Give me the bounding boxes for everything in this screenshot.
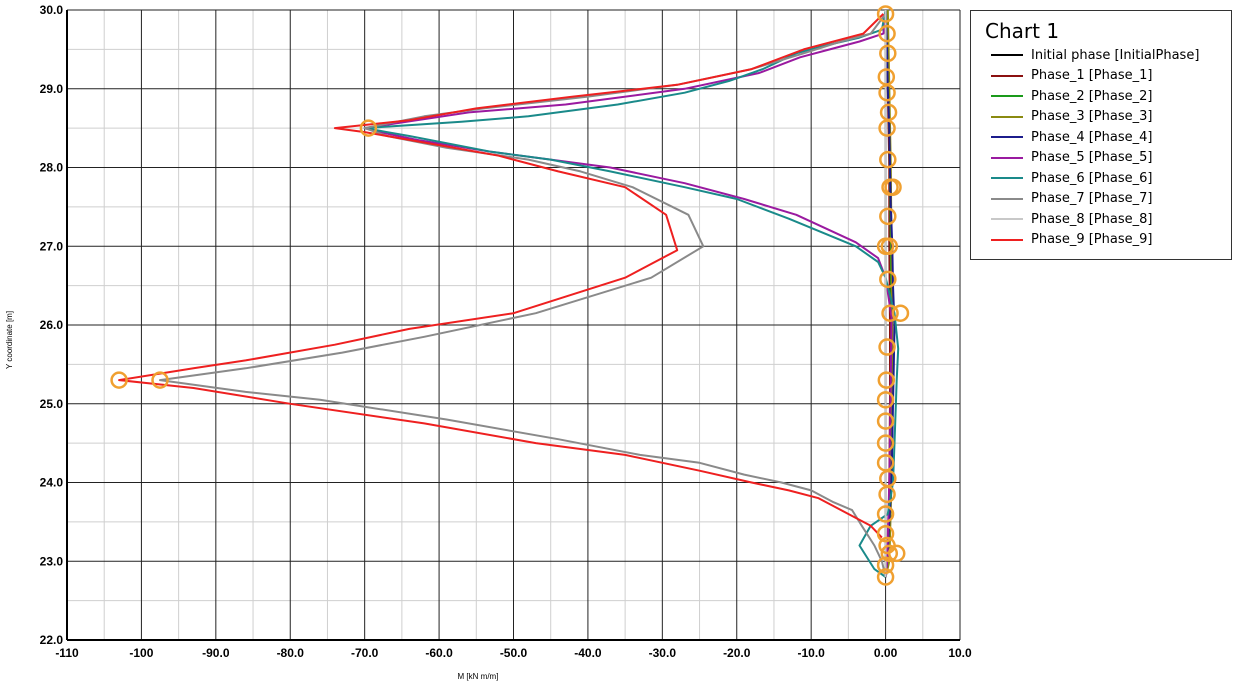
series-line <box>118 13 885 539</box>
legend-label: Initial phase [InitialPhase] <box>1031 47 1200 63</box>
x-tick-label: -30.0 <box>649 646 677 660</box>
data-marker <box>878 119 896 137</box>
legend-swatch <box>991 177 1023 180</box>
data-marker <box>878 24 896 43</box>
y-axis-title: Y coordinate [m] <box>5 311 14 369</box>
legend-item: Phase_7 [Phase_7] <box>991 189 1231 210</box>
legend-label: Phase_3 [Phase_3] <box>1031 109 1153 125</box>
data-marker <box>878 83 896 102</box>
legend-item: Phase_3 [Phase_3] <box>991 107 1231 128</box>
y-tick-label: 28.0 <box>40 161 64 175</box>
legend-swatch <box>991 74 1023 77</box>
legend-item: Phase_8 [Phase_8] <box>991 209 1231 230</box>
legend-item: Phase_6 [Phase_6] <box>991 168 1231 189</box>
legend-label: Phase_4 [Phase_4] <box>1031 129 1153 145</box>
x-tick-label: -100 <box>129 646 153 660</box>
chart-title: Chart 1 <box>985 19 1060 43</box>
legend-label: Phase_5 [Phase_5] <box>1031 150 1153 166</box>
legend-swatch <box>991 54 1023 57</box>
data-marker <box>876 556 895 574</box>
axes: -110 -100 -90.0 -80.0 -70.0 -60.0 -50.0 -40.0 -3… <box>40 3 972 660</box>
data-marker <box>876 391 895 409</box>
x-tick-label: -90.0 <box>202 646 230 660</box>
legend-label: Phase_2 [Phase_2] <box>1031 88 1153 104</box>
data-marker <box>879 270 897 289</box>
x-axis-title: M [kN m/m] <box>458 672 499 681</box>
legend-swatch <box>991 136 1023 139</box>
x-tick-label: 0.00 <box>874 646 898 660</box>
legend-item: Phase_4 [Phase_4] <box>991 127 1231 148</box>
legend-item: Phase_1 [Phase_1] <box>991 66 1231 87</box>
y-tick-label: 23.0 <box>40 554 64 568</box>
x-tick-label: -110 <box>55 646 79 660</box>
legend-swatch <box>991 95 1023 98</box>
data-marker <box>887 544 906 563</box>
y-tick-label: 30.0 <box>40 3 64 17</box>
x-tick-label: -70.0 <box>351 646 379 660</box>
legend-item: Initial phase [InitialPhase] <box>991 45 1231 66</box>
legend-item: Phase_2 [Phase_2] <box>991 86 1231 107</box>
data-marker <box>878 485 896 504</box>
legend-swatch <box>991 197 1023 200</box>
x-tick-label: -60.0 <box>425 646 453 660</box>
data-marker <box>359 119 378 137</box>
data-markers <box>110 5 910 586</box>
data-marker <box>876 5 895 23</box>
data-marker <box>879 44 897 63</box>
y-tick-label: 26.0 <box>40 318 64 332</box>
data-marker <box>876 505 895 523</box>
legend-swatch <box>991 156 1023 159</box>
data-marker <box>877 371 896 389</box>
data-marker <box>878 338 896 356</box>
legend-label: Phase_6 [Phase_6] <box>1031 170 1153 186</box>
data-marker <box>880 544 899 563</box>
data-marker <box>876 524 895 543</box>
data-marker <box>110 371 128 389</box>
data-marker <box>891 304 910 322</box>
x-tick-label: -20.0 <box>723 646 751 660</box>
series-line <box>159 13 887 578</box>
x-tick-label: 10.0 <box>948 646 972 660</box>
y-tick-label: 24.0 <box>40 476 64 490</box>
legend-entries: Initial phase [InitialPhase] Phase_1 [Pha… <box>971 45 1231 250</box>
x-tick-label: -40.0 <box>574 646 602 660</box>
legend-swatch <box>991 238 1023 241</box>
series-line <box>363 9 900 578</box>
x-tick-label: -80.0 <box>277 646 305 660</box>
legend-label: Phase_9 [Phase_9] <box>1031 232 1153 248</box>
series-lines <box>118 9 900 578</box>
legend-label: Phase_1 [Phase_1] <box>1031 68 1153 84</box>
x-tick-label: -50.0 <box>500 646 528 660</box>
data-marker <box>151 371 169 389</box>
y-tick-label: 29.0 <box>40 82 64 96</box>
x-tick-label: -10.0 <box>797 646 825 660</box>
legend-item: Phase_9 [Phase_9] <box>991 230 1231 251</box>
data-marker <box>876 568 895 586</box>
data-marker <box>879 150 897 169</box>
y-tick-label: 25.0 <box>40 397 64 411</box>
data-marker <box>884 178 902 196</box>
legend-label: Phase_8 [Phase_8] <box>1031 211 1153 227</box>
legend-item: Phase_5 [Phase_5] <box>991 148 1231 169</box>
data-marker <box>879 207 897 226</box>
grid-lines <box>66 9 961 641</box>
data-marker <box>876 412 895 430</box>
data-marker <box>881 304 899 322</box>
y-tick-label: 22.0 <box>40 633 64 647</box>
legend: Chart 1 Initial phase [InitialPhase] Phas… <box>970 10 1232 260</box>
legend-label: Phase_7 [Phase_7] <box>1031 191 1153 207</box>
y-tick-label: 27.0 <box>40 239 64 253</box>
data-marker <box>876 434 895 452</box>
legend-swatch <box>991 218 1023 221</box>
legend-swatch <box>991 115 1023 118</box>
data-marker <box>880 237 899 255</box>
